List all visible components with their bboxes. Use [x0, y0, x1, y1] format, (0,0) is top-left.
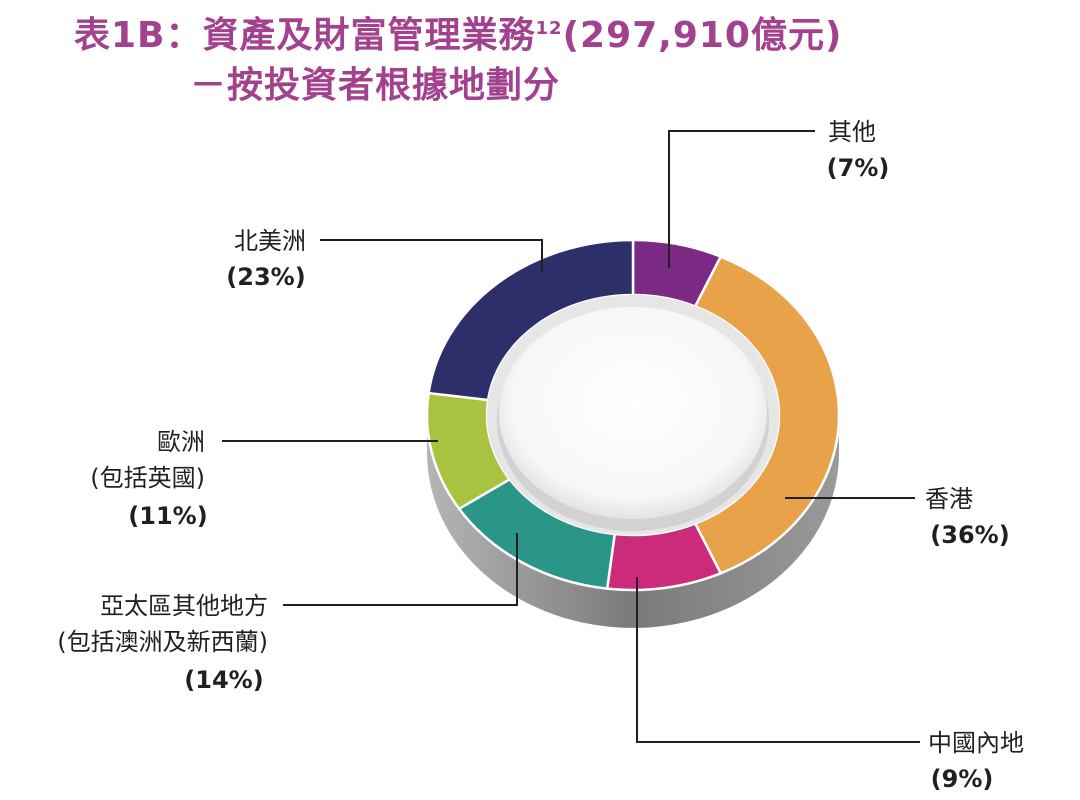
label-sub-apac: (包括澳洲及新西蘭)	[57, 628, 268, 656]
chart-subtitle: －按投資者根據地劃分	[190, 65, 561, 106]
percent-europe: (11%)	[128, 502, 207, 530]
label-na: 北美洲	[234, 227, 306, 255]
label-other: 其他	[828, 118, 876, 146]
percent-other: (7%)	[827, 154, 890, 182]
label-europe: 歐洲	[157, 428, 205, 456]
slice-labels: 其他 (7%) 香港 (36%) 中國內地 (9%) 亞太區其他地方 (包括澳洲及新西蘭) (1…	[57, 118, 1024, 793]
chart-title-text: 表1B：資產及財富管理業務	[74, 15, 536, 56]
label-sub-europe: (包括英國)	[90, 464, 205, 492]
label-mainland: 中國內地	[928, 729, 1024, 757]
leader-lines	[222, 130, 920, 743]
label-apac: 亞太區其他地方	[100, 592, 268, 620]
chart-title-line1: 表1B：資產及財富管理業務12(297,910億元)	[74, 14, 842, 57]
chart-title-footnote: 12	[535, 18, 563, 39]
donut-side-shadow	[427, 415, 839, 628]
percent-mainland: (9%)	[931, 765, 994, 793]
label-hk: 香港	[925, 485, 973, 513]
donut-hole	[487, 295, 779, 535]
leader-mainland	[636, 577, 920, 743]
percent-hk: (36%)	[930, 521, 1009, 549]
donut-side-wall	[427, 415, 839, 628]
leader-other	[668, 130, 815, 268]
percent-apac: (14%)	[184, 666, 263, 694]
percent-na: (23%)	[226, 263, 305, 291]
leader-na	[320, 239, 543, 272]
leader-apac	[283, 533, 518, 606]
hole-center	[499, 307, 767, 519]
chart-title-total: (297,910億元)	[562, 15, 843, 56]
